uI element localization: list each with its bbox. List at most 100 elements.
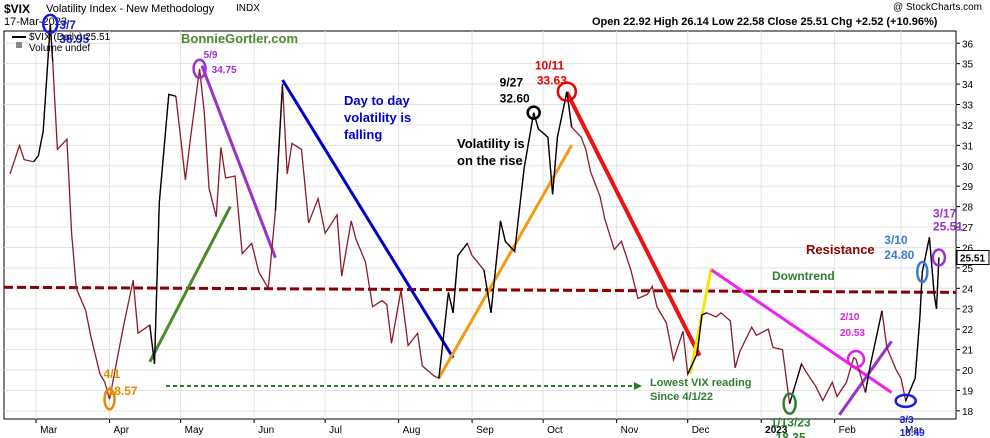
date-label: 17-Mar-2023 [4, 16, 67, 28]
annotation-circle-0 [42, 13, 59, 35]
x-tick-label: Dec [692, 425, 710, 436]
x-tick-label: Feb [839, 425, 857, 436]
annotation-date-9: 3/17 [933, 206, 957, 220]
y-tick-label: 35 [962, 60, 974, 71]
last-price-text: 25.51 [960, 253, 985, 264]
note-text-8: Since 4/1/22 [650, 391, 713, 403]
annotation-circle-4 [556, 81, 578, 102]
annotation-value-8: 24.80 [884, 248, 914, 262]
resistance-line [3, 285, 957, 294]
note-text-7: Lowest VIX reading [650, 377, 751, 389]
annotation-date-1: 5/9 [204, 50, 218, 61]
y-tick-label: 22 [962, 325, 974, 336]
vix-price-segment [483, 91, 573, 313]
note-text-3: Volatility is [457, 136, 525, 151]
plot-frame [3, 30, 957, 420]
x-tick-label: Sep [476, 425, 494, 436]
vix-price-segment [274, 84, 284, 211]
x-tick-label: Mar [40, 425, 58, 436]
copyright-label: @ StockCharts.com [892, 2, 982, 13]
note-text-0: Day to day [344, 93, 411, 108]
annotation-value-2: 18.57 [108, 384, 138, 398]
annotation-circle-5 [782, 392, 797, 415]
annotation-date-6: 2/10 [840, 312, 860, 323]
vix-price-segment [687, 312, 707, 375]
note-text-4: on the rise [457, 153, 523, 168]
annotation-value-4: 33.63 [537, 74, 567, 88]
downtrend-line-magenta [710, 268, 893, 394]
y-tick-label: 20 [962, 366, 974, 377]
y-tick-label: 32 [962, 121, 974, 132]
downtrend-line-blue [281, 79, 455, 359]
annotation-value-3: 32.60 [500, 92, 530, 106]
annotation-value-5: 18.35 [776, 431, 806, 438]
annotation-date-0: 3/7 [59, 18, 76, 32]
annotation-circle-7 [894, 393, 917, 409]
annotation-date-2: 4/1 [104, 367, 121, 381]
annotation-value-6: 20.53 [840, 328, 865, 339]
y-tick-label: 23 [962, 305, 974, 316]
y-tick-label: 34 [962, 80, 974, 91]
y-tick-label: 26 [962, 243, 974, 254]
legend-volume-swatch [16, 42, 22, 48]
y-tick-label: 28 [962, 203, 974, 214]
y-tick-label: 24 [962, 284, 974, 295]
annotation-value-0: 36.95 [59, 32, 89, 46]
vix-price-segment [438, 243, 468, 379]
vix-price-segment [905, 237, 940, 402]
legend-volume-text: Volume undef [29, 43, 90, 54]
annotation-circle-1 [192, 58, 207, 80]
note-text-5: Resistance [806, 242, 875, 257]
annotation-circle-8 [916, 260, 929, 284]
x-tick-label: 2023 [765, 425, 788, 436]
y-tick-label: 19 [962, 386, 974, 397]
dashed-line-arrowhead [634, 382, 642, 390]
x-tick-label: Apr [114, 425, 130, 436]
note-text-6: Downtrend [772, 269, 835, 283]
annotation-date-5: 1/13/23 [771, 416, 811, 430]
quote-line: Open 22.92 High 26.14 Low 22.58 Close 25… [592, 16, 938, 28]
y-tick-label: 30 [962, 162, 974, 173]
uptrend-line-green [148, 205, 232, 363]
annotation-circle-3 [526, 105, 541, 120]
y-tick-label: 36 [962, 39, 974, 50]
note-text-2: falling [344, 127, 382, 142]
y-tick-label: 25 [962, 264, 974, 275]
annotation-circle-6 [846, 349, 866, 369]
watermark: BonnieGortler.com [181, 31, 298, 46]
uptrend-line-orange [437, 144, 573, 379]
vix-price-segment [788, 363, 803, 404]
uptrend-line-purple-recent [838, 340, 893, 416]
annotation-value-7: 18.49 [900, 428, 925, 438]
downtrend-line-purple [200, 65, 277, 259]
legend-series-text: $VIX (Daily) 25.51 [29, 32, 111, 43]
vix-price-segment [33, 23, 54, 163]
x-tick-label: May [185, 425, 204, 436]
annotation-date-8: 3/10 [884, 233, 908, 247]
annotation-date-4: 10/11 [535, 59, 565, 73]
exchange-label: INDX [236, 3, 260, 14]
index-name: Volatility Index - New Methodology [46, 3, 215, 15]
y-tick-label: 33 [962, 101, 974, 112]
y-tick-label: 21 [962, 346, 974, 357]
annotation-circle-9 [931, 248, 947, 267]
y-tick-label: 27 [962, 223, 974, 234]
annotation-date-3: 9/27 [500, 76, 524, 90]
y-tick-label: 18 [962, 407, 974, 418]
x-tick-label: Jun [258, 425, 274, 436]
downtrend-line-red [565, 91, 702, 357]
symbol-label: $VIX [4, 2, 31, 16]
x-tick-label: Oct [547, 425, 563, 436]
annotation-date-7: 3/3 [900, 415, 914, 426]
x-tick-label: Jul [329, 425, 342, 436]
x-tick-label: Mar [905, 425, 923, 436]
y-tick-label: 29 [962, 182, 974, 193]
vix-price-segment [864, 310, 883, 393]
x-tick-label: Aug [403, 425, 421, 436]
note-text-1: volatility is [344, 110, 411, 125]
last-price-tag [956, 249, 990, 265]
vix-price-segment [149, 93, 177, 364]
annotation-circle-2 [103, 387, 116, 411]
